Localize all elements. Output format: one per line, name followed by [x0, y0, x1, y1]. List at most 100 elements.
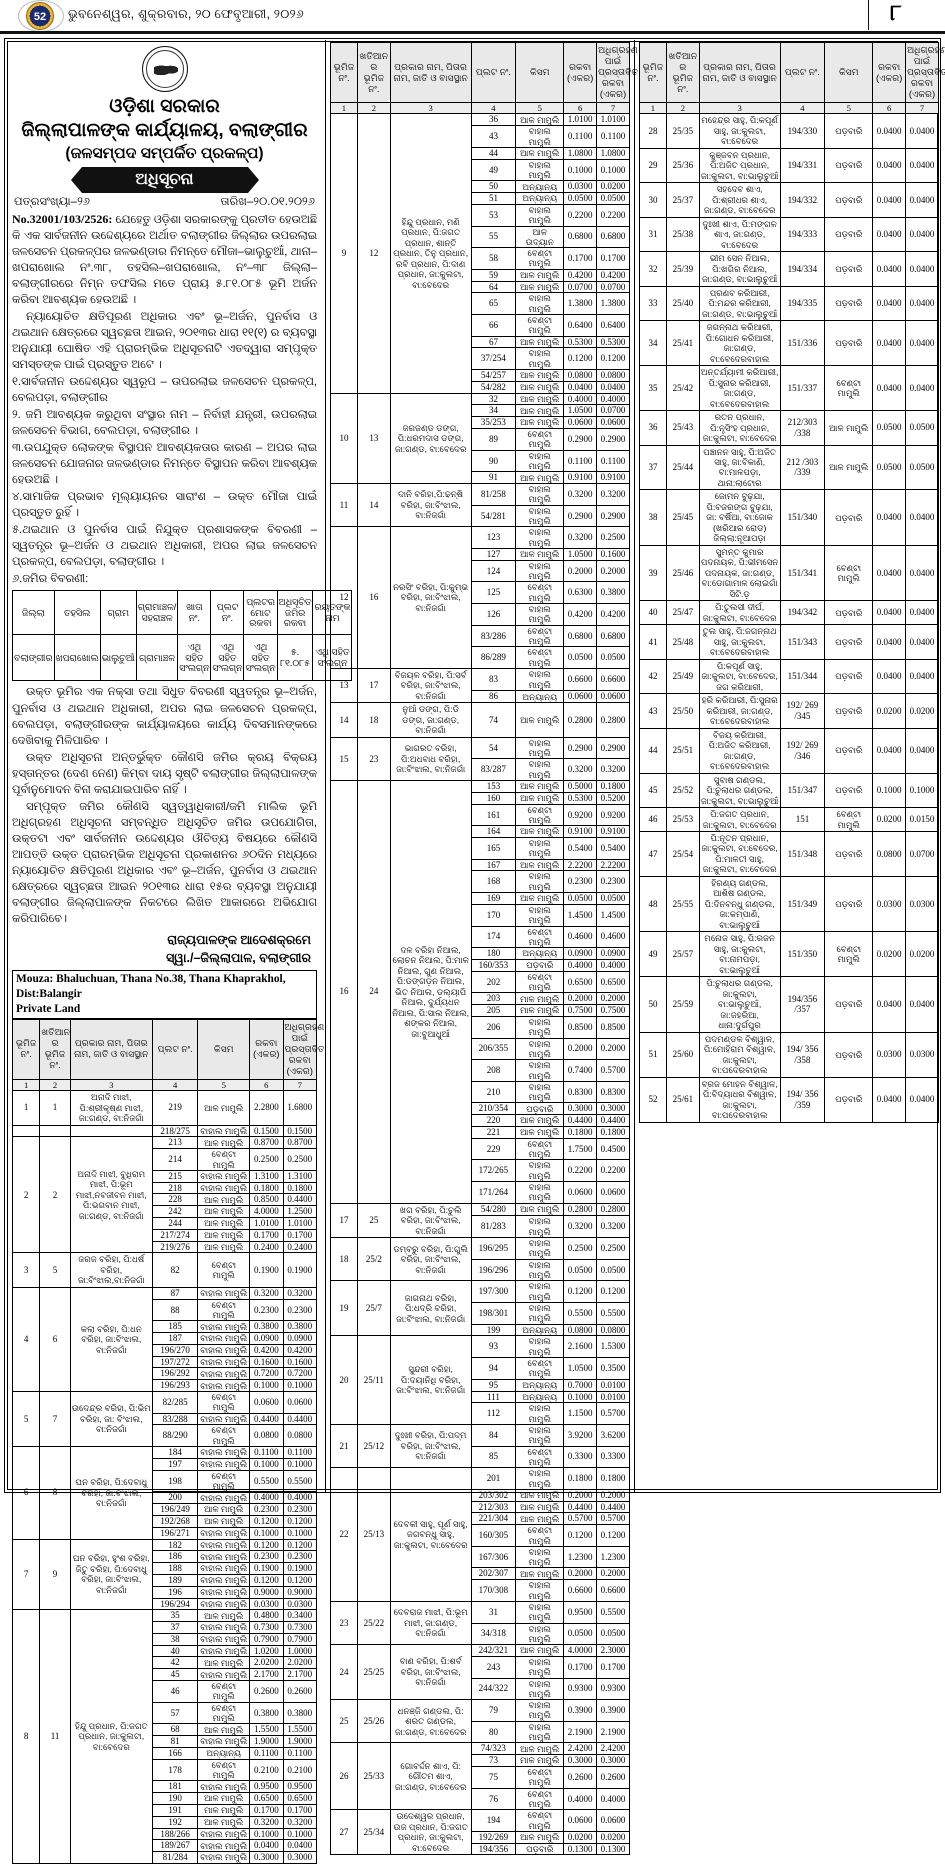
cell-khatian: 5	[39, 1252, 71, 1288]
cell-plot-no: 160/353	[470, 958, 517, 972]
cell-owner-details: ଧନଞ୍ଜି ଗଣ୍ଡଲ, ପି: ଶରତ ଗଣ୍ଡଲ, ଜା:ଗଣ୍ଡ, ବା…	[389, 1699, 472, 1744]
office-name: ଜିଲ୍ଲାପାଳଙ୍କ କାର୍ଯ୍ୟାଳୟ, ବଲାଙ୍ଗୀର	[21, 120, 308, 142]
cell-plot-no: 85	[470, 1445, 517, 1469]
notification-ribbon-title: ଅଧିସୂଚନା	[70, 166, 259, 193]
col-plot-no: ପ୍ଲଟ ନଂ.	[151, 1018, 199, 1080]
cell-area: 0.0600	[563, 1181, 598, 1204]
cell-khatian: 25/55	[665, 875, 700, 933]
cell-plot-no: 199	[470, 1323, 517, 1337]
cell-kisam: ଆଳ ମାମୁଲି	[515, 1644, 565, 1657]
cell-kisam: ବେଣ୍ଟା ମାମୁଲି	[197, 1298, 251, 1322]
cell-proposed-area: 0.1000	[905, 772, 939, 809]
cell-area: 0.1300	[563, 1842, 598, 1856]
cell-proposed-area: 0.9300	[596, 1677, 630, 1701]
cell-area: 0.0300	[249, 1597, 284, 1611]
cell-area: 0.6800	[563, 225, 598, 249]
cell-plot-no: 54/282	[470, 380, 517, 394]
cell-proposed-area: 0.1100	[596, 449, 630, 473]
summary-data-row: ବଲାଙ୍ଗୀର ଖପରାଖୋଲ ଭାଲୁଚୁଆଁ ଗ୍ରାମାଞ୍ଚଳ ଏଥି…	[12, 634, 353, 682]
table-row: 214 ବେଣ୍ଟା ମାମୁଲି 0.2500 0.2500	[13, 1148, 318, 1171]
cell-plot-no: 196/295	[470, 1237, 517, 1260]
cell-plot-no: 54/280	[470, 1202, 517, 1216]
cell-proposed-area: 1.0800	[596, 146, 630, 160]
cell-proposed-area: 0.1800	[596, 1467, 630, 1490]
cell-serial: 38	[639, 489, 667, 546]
cell-kisam: ପଡ଼ବାରି	[824, 600, 874, 626]
cell-proposed-area: 0.4600	[596, 925, 630, 949]
cell-owner-details: ହିନ୍ଦୁ ପ୍ରଧାନ, ମଣି ପ୍ରଧାନ, ପି:ଜଗତ ପ୍ରଧାନ…	[389, 113, 472, 394]
cell-plot-no: 170	[470, 903, 517, 927]
cell-serial: 48	[639, 875, 667, 933]
cell-khatian	[39, 1124, 71, 1138]
table-row: 10 13 ଜରଜଣ୍ଡ ଡଙ୍ଗ, ପି:ଧରମଦାସ ଡଙ୍ଗ, ଜା:ଗଣ୍ଡ…	[330, 392, 630, 485]
cell-proposed-area: 0.0200	[596, 180, 630, 194]
cell-proposed-area: 0.2900	[596, 736, 630, 760]
cell-proposed-area: 0.1600	[282, 1355, 318, 1369]
cell-plot-no: 124	[470, 559, 517, 583]
cell-serial: 49	[639, 931, 667, 978]
cell-serial: 34	[639, 320, 667, 367]
table-row: 34 ଆଳ ମାମୁଲି 1.0500 0.0700	[331, 404, 630, 418]
cell-kisam: ବାହାଲ ମାମୁଲି	[515, 1335, 565, 1359]
cell-proposed-area: 0.1800	[596, 1126, 630, 1139]
cell-kisam: ବାହାଲ ମାମୁଲି	[515, 1677, 565, 1701]
cell-area: 0.3200	[563, 1214, 598, 1239]
summary-district: ବଲାଙ୍ଗୀର	[12, 634, 55, 682]
land-table-middle: ଭୂମିଜ ନଂ. ଖତିଆନ ର ଭୂମିଜ ନଂ. ପ୍ରକାର ନାମ, …	[330, 41, 638, 1856]
table-row: 40 25/47 ପି:ତୁଲସୀ ଦୀର୍ଘ, ଜା:କୁଲଟା, ବା:ବେଦେ…	[639, 600, 939, 626]
colnum-6: 6	[872, 102, 907, 115]
cell-serial: 5	[11, 1391, 41, 1448]
cell-serial: 9	[330, 113, 358, 394]
cell-area: 0.2300	[563, 870, 598, 894]
cell-plot-no: 197	[151, 1457, 199, 1471]
cell-proposed-area: 0.0300	[905, 1031, 939, 1078]
cell-kisam: ବେଣ୍ଟା ମାମୁଲି	[197, 1758, 251, 1782]
cell-kisam: ବାହାଲ ମାମୁଲି	[515, 1080, 565, 1104]
cell-khatian: 25/51	[665, 727, 700, 774]
cell-khatian: 25/39	[665, 251, 700, 287]
cell-proposed-area: 0.9100	[596, 825, 630, 839]
cell-proposed-area: 0.3200	[282, 1286, 318, 1300]
table-row: 23 25/22 ଦେବରାଜ ମାଝୀ, ପି:ଭୂମ ମାଝୀ, ଜା:ଗଣ୍ଡ…	[330, 1600, 630, 1646]
cell-plot-no: 45	[151, 1668, 199, 1682]
cell-kisam: ବାହାଲ ମାମୁଲି	[197, 1597, 251, 1611]
cell-khatian: 25/44	[665, 444, 700, 491]
cell-area: 0.7200	[249, 1367, 284, 1381]
cell-area: 0.4400	[249, 1412, 284, 1426]
colnum-5: 5	[197, 1078, 251, 1092]
cell-area: 0.4000	[563, 1787, 598, 1811]
cell-proposed-area: 0.1200	[282, 1514, 318, 1528]
cell-area: 0.0400	[872, 251, 907, 287]
cell-kisam: ବାହାଲ ମାମୁଲି	[515, 292, 565, 315]
cell-kisam: ବାହାଲ ମାମୁଲି	[197, 1632, 251, 1646]
cell-proposed-area: 1.2300	[596, 1545, 630, 1569]
cell-kisam: ପଡ଼ବାରି	[824, 727, 874, 774]
cell-proposed-area: 0.1200	[596, 1280, 630, 1304]
cell-proposed-area: 0.3300	[596, 1445, 630, 1469]
cell-serial: 31	[639, 216, 667, 253]
cell-area: 0.1200	[249, 1538, 284, 1552]
cell-proposed-area: 0.3200	[596, 1214, 630, 1239]
cell-kisam: ବାହାଲ ମାମୁଲି	[197, 1491, 251, 1505]
cell-plot-no: 34/318	[470, 1622, 517, 1646]
cell-area: 0.6600	[563, 667, 598, 692]
cell-owner-details: ଅନାଦି ମାଝୀ, ପି:ଶ୍ରୀକୃଷ୍ଣ ମାଝୀ, ଜା:ଗଣ୍ଡ, …	[69, 1090, 153, 1126]
cell-area: 0.1800	[249, 1181, 284, 1195]
cell-plot-no: 181	[151, 1780, 199, 1794]
cell-area: 0.1100	[249, 1446, 284, 1459]
cell-kisam: ଆଳ ମାମୁଲି	[515, 825, 565, 839]
cell-plot-no: 217/274	[151, 1228, 199, 1242]
colnum-4: 4	[151, 1078, 199, 1092]
table-row: 126 ବାହାଲ ମାମୁଲି 0.4200 0.4200	[331, 603, 630, 626]
table-row: 15 23 ଭାଗରତ ବରିହା, ପି:ଅଧବାଧ ବରିହା, ଜା:ବିଂଝ…	[330, 736, 630, 782]
cell-serial: 21	[330, 1423, 358, 1469]
cell-area: 0.6300	[563, 581, 598, 604]
cell-kisam: ବାହାଲ ମାମୁଲି	[197, 1573, 251, 1587]
cell-proposed-area: 0.1300	[596, 1842, 630, 1856]
cell-plot-no: 165	[470, 837, 517, 860]
column-divider-2	[634, 40, 635, 1492]
col-area: ରକବା (ଏକର)	[249, 1018, 284, 1080]
cell-proposed-area: 0.2600	[596, 1766, 630, 1789]
cell-proposed-area: 0.3500	[596, 1357, 630, 1380]
cell-kisam: ଅନ୍ୟାନ୍ୟ	[515, 1390, 565, 1404]
